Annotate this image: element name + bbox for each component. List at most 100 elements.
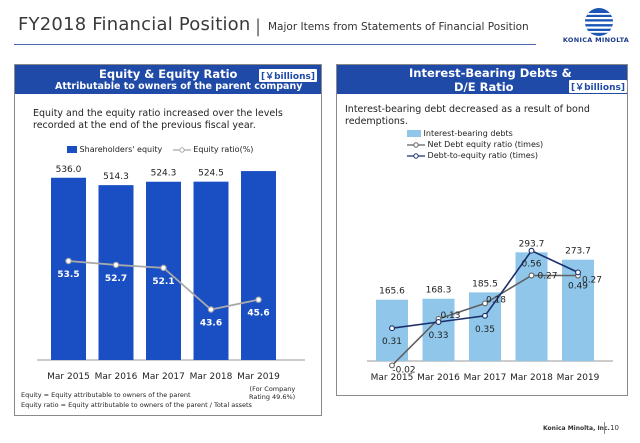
de-ratio-value-label: 0.31 — [382, 337, 402, 347]
debt-legend: Interest-bearing debts Net Debt equity r… — [407, 128, 543, 161]
equity-bar — [51, 177, 86, 360]
net-de-ratio-value-label: 0.13 — [440, 311, 460, 321]
debt-bar-value-label: 273.7 — [565, 247, 591, 257]
equity-bar-value-label: 514.3 — [103, 172, 129, 182]
debt-legend-de-label: Debt-to-equity ratio (times) — [427, 151, 538, 160]
equity-legend-bar-label: Shareholders' equity — [79, 145, 163, 154]
net-de-ratio-point — [389, 362, 395, 369]
debt-x-tick-label: Mar 2016 — [417, 373, 460, 383]
debt-x-tick-label: Mar 2018 — [510, 373, 553, 383]
debt-description-line-2: redemptions. — [345, 116, 408, 127]
equity-bar-value-label: 536.0 — [56, 165, 82, 175]
equity-legend-bar-swatch — [67, 146, 77, 153]
debt-legend-net-label: Net Debt equity ratio (times) — [427, 140, 544, 149]
debt-legend-item-net: Net Debt equity ratio (times) — [407, 139, 543, 150]
equity-ratio-value-label: 45.6 — [247, 309, 269, 319]
equity-x-tick-label: Mar 2018 — [190, 372, 233, 382]
net-de-ratio-value-label: 0.27 — [537, 272, 557, 282]
debt-legend-item-de: Debt-to-equity ratio (times) — [407, 150, 543, 161]
debt-legend-de-swatch — [407, 152, 425, 159]
equity-legend-line-label: Equity ratio(%) — [193, 145, 254, 154]
equity-panel-title: Equity & Equity Ratio — [99, 67, 238, 81]
de-ratio-point — [575, 269, 581, 276]
net-de-ratio-value-label: 0.27 — [582, 276, 602, 286]
equity-x-tick-label: Mar 2019 — [237, 372, 280, 382]
debt-unit-label: [￥billions] — [569, 80, 627, 93]
debt-legend-item-bars: Interest-bearing debts — [407, 128, 543, 139]
debt-x-tick-label: Mar 2017 — [464, 373, 507, 383]
de-ratio-point — [528, 247, 535, 254]
footer-divider — [604, 422, 605, 434]
de-ratio-point — [482, 312, 488, 319]
debt-legend-bar-label: Interest-bearing debts — [423, 129, 513, 138]
equity-legend-line-swatch — [172, 146, 191, 153]
equity-description: Equity and the equity ratio increased ov… — [33, 108, 283, 132]
equity-ratio-value-label: 53.5 — [57, 270, 79, 280]
debt-description: Interest-bearing debt decreased as a res… — [345, 104, 590, 128]
debt-panel-header: Interest-Bearing Debts & D/E Ratio [￥bil… — [337, 65, 627, 94]
equity-ratio-point — [255, 296, 262, 303]
debt-bar-value-label: 168.3 — [426, 286, 452, 296]
equity-bar — [98, 185, 134, 360]
equity-ratio-point — [65, 257, 72, 265]
de-ratio-value-label: 0.35 — [475, 325, 495, 335]
debt-legend-net-swatch — [407, 141, 425, 148]
debt-legend-bar-swatch — [407, 130, 421, 137]
debt-x-tick-label: Mar 2015 — [371, 373, 414, 383]
net-de-ratio-point — [482, 300, 488, 307]
company-rating-note: (For Company Rating 49.6%) — [249, 385, 295, 401]
de-ratio-value-label: 0.56 — [521, 260, 541, 270]
equity-ratio-point — [112, 261, 120, 269]
de-ratio-point — [389, 325, 395, 332]
equity-x-tick-label: Mar 2015 — [47, 372, 90, 382]
equity-note: Equity = Equity attributable to owners o… — [21, 391, 252, 409]
equity-unit-label: [￥billions] — [259, 69, 317, 82]
page-subtitle: Major Items from Statements of Financial… — [268, 21, 529, 33]
de-ratio-point — [435, 319, 442, 325]
equity-bar — [241, 171, 276, 360]
debt-chart: 165.6 Mar 2015 168.3 Mar 2016 185.5 Mar 2017 2… — [367, 239, 613, 383]
header-rule — [14, 44, 536, 45]
net-de-ratio-point — [528, 272, 535, 279]
equity-ratio-point — [207, 306, 215, 313]
equity-ratio-value-label: 52.7 — [105, 274, 127, 284]
net-de-ratio-value-label: 0.18 — [486, 295, 506, 305]
equity-ratio-value-label: 52.1 — [152, 277, 174, 287]
net-de-ratio-value-label: -0.02 — [392, 365, 415, 375]
page-number: 10 — [610, 424, 619, 432]
debt-bar-value-label: 165.6 — [379, 287, 405, 297]
equity-note-line-2: Equity ratio = Equity attributable to ow… — [21, 401, 252, 409]
debt-bar-value-label: 293.7 — [519, 239, 545, 249]
equity-ratio-value-label: 43.6 — [200, 319, 222, 329]
equity-x-tick-label: Mar 2017 — [142, 372, 185, 382]
logo-wordmark: KONICA MINOLTA — [562, 36, 630, 44]
equity-chart: 536.0 Mar 2015 514.3 Mar 2016 524.3 Mar 2017 5… — [37, 165, 305, 382]
footer-brand: Konica Minolta, Inc. — [543, 425, 610, 432]
equity-note-line-1: Equity = Equity attributable to owners o… — [21, 391, 191, 399]
debt-panel: Interest-Bearing Debts & D/E Ratio [￥bil… — [336, 64, 628, 396]
de-ratio-value-label: 0.49 — [568, 281, 588, 291]
equity-bar-value-label: 555.7 — [246, 165, 272, 168]
equity-bar — [193, 181, 229, 360]
page-title: FY2018 Financial Position — [18, 14, 251, 35]
konica-minolta-logo-icon — [585, 8, 613, 36]
title-separator: | — [255, 16, 262, 37]
debt-bar — [515, 252, 548, 361]
equity-bar-value-label: 524.3 — [151, 169, 177, 179]
equity-bar-value-label: 524.5 — [198, 169, 224, 179]
equity-panel-header: Equity & Equity Ratio Attributable to ow… — [15, 65, 321, 94]
equity-description-line-1: Equity and the equity ratio increased ov… — [33, 108, 283, 119]
debt-description-line-1: Interest-bearing debt decreased as a res… — [345, 104, 590, 115]
company-rating-line-1: (For Company — [249, 385, 296, 393]
debt-bar-value-label: 185.5 — [472, 279, 498, 289]
company-rating-line-2: Rating 49.6%) — [249, 393, 296, 401]
de-ratio-value-label: 0.33 — [428, 331, 448, 341]
equity-description-line-2: recorded at the end of the previous fisc… — [33, 120, 256, 131]
debt-x-tick-label: Mar 2019 — [557, 373, 600, 383]
equity-panel-subtitle: Attributable to owners of the parent com… — [55, 81, 303, 92]
equity-panel: Equity & Equity Ratio Attributable to ow… — [14, 64, 322, 416]
equity-ratio-point — [160, 264, 167, 272]
debt-panel-title-line-2: D/E Ratio — [454, 80, 514, 94]
equity-legend: Shareholders' equity Equity ratio(%) — [67, 145, 253, 154]
